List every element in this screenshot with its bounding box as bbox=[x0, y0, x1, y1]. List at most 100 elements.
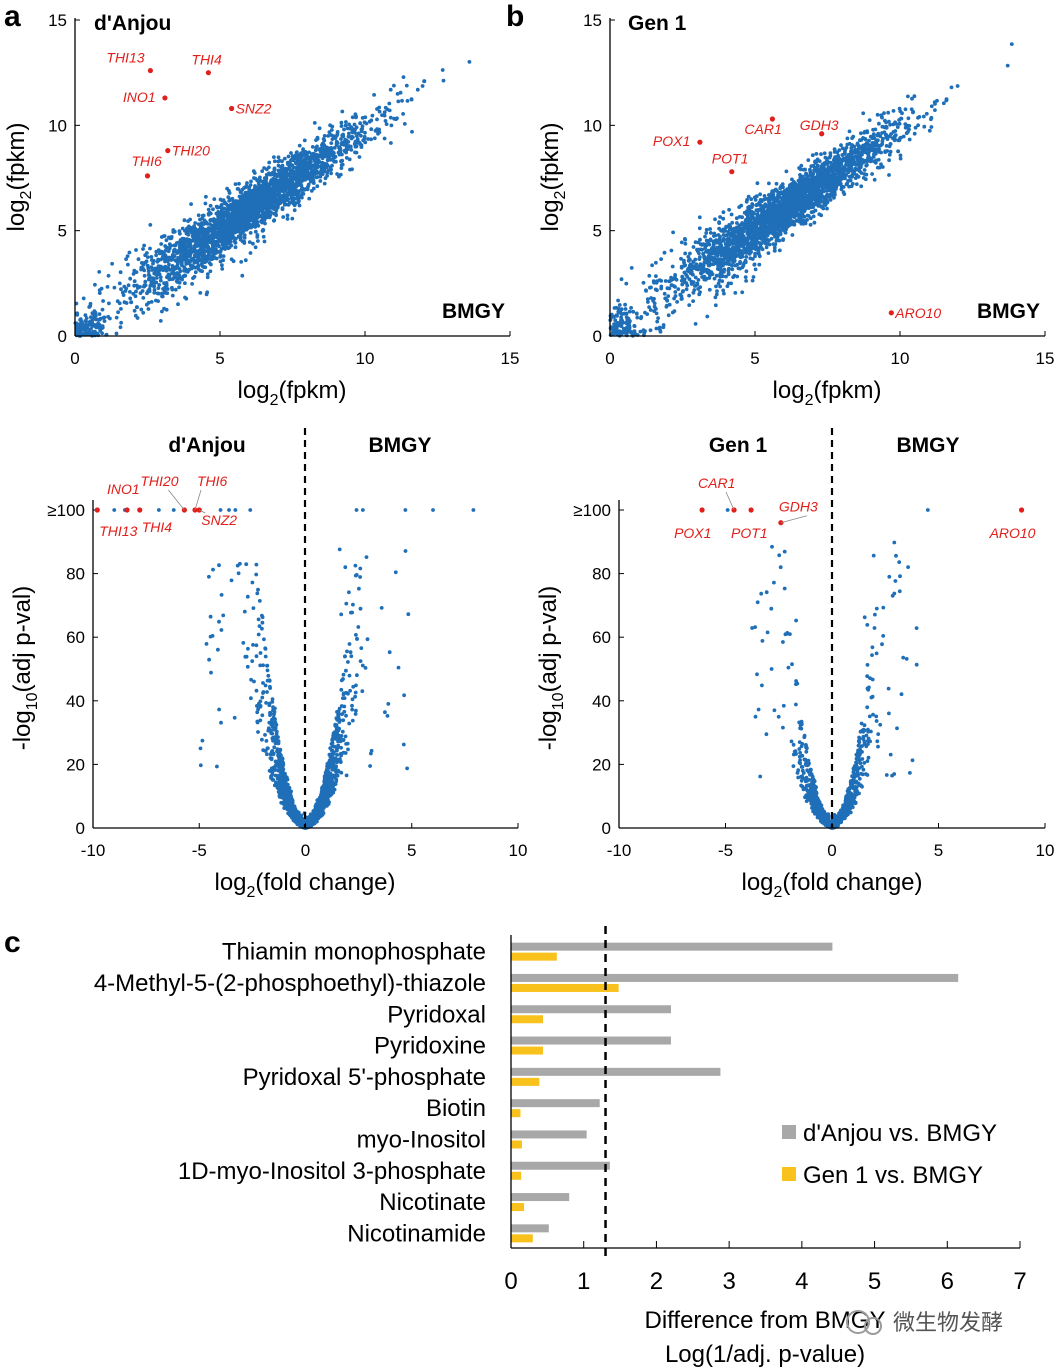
gene-point bbox=[679, 256, 683, 261]
gene-point bbox=[883, 149, 888, 154]
gene-point bbox=[306, 182, 311, 187]
gene-point bbox=[256, 239, 260, 243]
gene-point bbox=[347, 157, 352, 162]
gene-point bbox=[355, 140, 360, 145]
gene-point bbox=[811, 214, 816, 219]
gene-point bbox=[696, 247, 701, 252]
gene-point bbox=[362, 134, 367, 139]
gene-point bbox=[687, 277, 692, 281]
gene-point bbox=[252, 221, 256, 226]
gene-point bbox=[224, 213, 229, 218]
gene-point bbox=[347, 122, 351, 127]
gene-point bbox=[258, 204, 263, 208]
gene-point bbox=[146, 289, 151, 293]
panel-label-b: b bbox=[506, 0, 524, 33]
gene-point bbox=[273, 173, 277, 178]
gene-point bbox=[242, 233, 247, 238]
gene-point bbox=[844, 145, 849, 150]
gene-point bbox=[152, 271, 157, 276]
gene-point bbox=[729, 212, 734, 217]
gene-point bbox=[221, 240, 226, 245]
gene-point bbox=[218, 249, 223, 254]
gene-point bbox=[101, 299, 105, 303]
gene-point bbox=[118, 325, 123, 330]
gene-point bbox=[689, 282, 694, 286]
gene-point bbox=[220, 228, 225, 232]
gene-point bbox=[772, 189, 776, 193]
gene-point bbox=[257, 192, 262, 197]
gene-point bbox=[315, 135, 320, 140]
gene-point bbox=[243, 258, 248, 263]
gene-point bbox=[375, 127, 379, 132]
gene-point bbox=[211, 207, 215, 212]
gene-point bbox=[359, 133, 363, 138]
panel-label-c: c bbox=[4, 926, 21, 959]
gene-point bbox=[629, 306, 633, 310]
gene-point bbox=[192, 253, 197, 258]
gene-point bbox=[169, 243, 174, 248]
gene-point bbox=[714, 284, 718, 289]
gene-point bbox=[318, 179, 323, 183]
gene-point bbox=[199, 243, 204, 248]
gene-point bbox=[335, 172, 339, 176]
gene-point bbox=[232, 208, 237, 213]
gene-point bbox=[172, 229, 177, 234]
gene-point bbox=[693, 275, 698, 280]
gene-point bbox=[409, 97, 414, 102]
gene-point bbox=[899, 135, 903, 140]
gene-point bbox=[164, 283, 169, 288]
gene-point bbox=[239, 260, 244, 264]
gene-point bbox=[672, 309, 677, 313]
gene-point bbox=[287, 187, 292, 192]
gene-point bbox=[93, 329, 97, 334]
gene-point bbox=[83, 332, 87, 336]
gene-point bbox=[307, 158, 312, 163]
gene-point bbox=[683, 251, 688, 256]
gene-point bbox=[128, 276, 133, 281]
gene-point bbox=[241, 208, 245, 213]
gene-point bbox=[297, 195, 301, 200]
gene-point bbox=[359, 145, 364, 150]
gene-point bbox=[149, 282, 154, 287]
gene-point bbox=[659, 279, 664, 283]
gene-point bbox=[329, 141, 334, 146]
gene-point bbox=[714, 273, 719, 278]
scatter-title: d'Anjou bbox=[94, 12, 171, 35]
gene-point bbox=[896, 149, 901, 154]
gene-point bbox=[170, 287, 175, 292]
gene-point bbox=[263, 192, 267, 197]
gene-point bbox=[247, 193, 251, 197]
gene-point bbox=[299, 187, 304, 192]
gene-point bbox=[167, 235, 171, 240]
gene-point bbox=[106, 314, 110, 319]
gene-point bbox=[269, 195, 274, 200]
gene-point bbox=[832, 188, 837, 193]
gene-point bbox=[372, 136, 377, 141]
gene-point bbox=[160, 291, 165, 296]
gene-point bbox=[743, 225, 747, 229]
gene-point bbox=[339, 137, 343, 141]
gene-point bbox=[714, 292, 719, 297]
gene-point bbox=[387, 101, 392, 106]
gene-point bbox=[206, 231, 210, 235]
gene-point bbox=[814, 152, 819, 156]
gene-point bbox=[161, 287, 166, 291]
gene-point bbox=[141, 296, 146, 300]
gene-point bbox=[740, 290, 745, 295]
gene-point bbox=[107, 301, 111, 306]
gene-point bbox=[850, 136, 854, 141]
gene-point bbox=[237, 217, 242, 222]
gene-point bbox=[806, 214, 811, 218]
gene-point bbox=[97, 291, 102, 295]
gene-point bbox=[188, 263, 193, 268]
gene-point bbox=[242, 216, 247, 220]
gene-point bbox=[350, 167, 354, 172]
gene-point bbox=[691, 245, 696, 249]
gene-point bbox=[401, 112, 405, 116]
gene-point bbox=[893, 120, 897, 125]
corner-label: BMGY bbox=[442, 300, 505, 323]
gene-point bbox=[195, 258, 200, 262]
gene-point bbox=[384, 122, 389, 126]
gene-point bbox=[220, 263, 224, 268]
gene-point bbox=[262, 176, 267, 181]
